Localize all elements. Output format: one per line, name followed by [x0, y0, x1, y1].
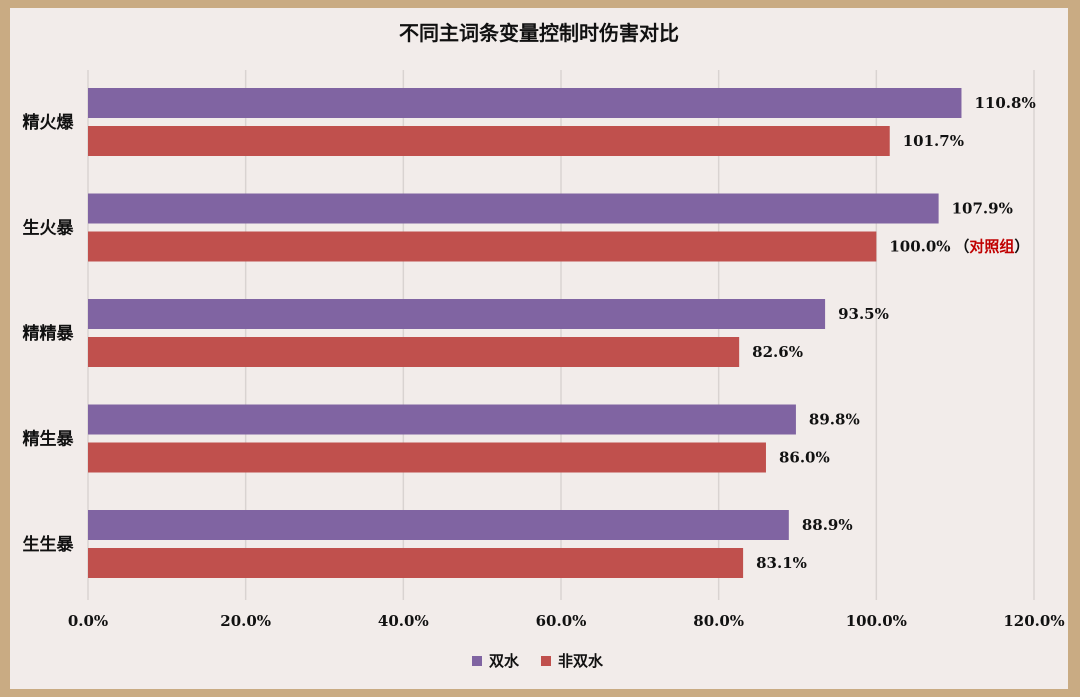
note-open-paren: （: [954, 238, 969, 256]
bar-shuangshui: [88, 404, 796, 435]
x-axis-tick-labels: 0.0% 20.0% 40.0% 60.0% 80.0% 100.0% 120.0%: [68, 612, 1065, 630]
category-label: 精精暴: [23, 323, 75, 344]
bar-shuangshui: [88, 88, 962, 118]
legend-swatch: [541, 656, 551, 666]
category-label: 精火爆: [23, 112, 75, 133]
bar-value-label: 83.1%: [756, 554, 807, 572]
legend: 双水 非双水: [472, 652, 604, 670]
bar-value-label: 101.7%: [903, 132, 964, 150]
bar-feishuangshui: [88, 337, 740, 367]
bar-shuangshui: [88, 299, 826, 329]
chart-frame: 不同主词条变量控制时伤害对比 110.8% 101.7% 107.9% 100.0% （…: [10, 8, 1068, 689]
chart-title: 不同主词条变量控制时伤害对比: [399, 21, 679, 45]
bar-value-label: 100.0%: [889, 238, 950, 256]
x-tick-label: 80.0%: [693, 612, 744, 630]
x-tick-label: 20.0%: [220, 612, 271, 630]
bar-value-label: 89.8%: [809, 411, 860, 429]
category-label: 生火暴: [23, 218, 75, 239]
x-tick-label: 0.0%: [68, 612, 108, 630]
legend-swatch: [472, 656, 482, 666]
category-label: 生生暴: [23, 534, 75, 555]
bar-feishuangshui: [88, 126, 890, 156]
bar-value-label: 86.0%: [779, 449, 830, 467]
control-group-note: （对照组）: [954, 238, 1029, 256]
category-label: 精生暴: [23, 429, 75, 450]
bar-feishuangshui: [88, 231, 877, 262]
bar-feishuangshui: [88, 442, 766, 473]
bar-chart: 不同主词条变量控制时伤害对比 110.8%101.7%107.9%100.0% （…: [23, 21, 1065, 670]
note-close-paren: ）: [1014, 238, 1029, 256]
bars: 110.8% 101.7% 107.9% 100.0% （对照组） 93.5% 82.6% 8…: [88, 88, 1036, 578]
bar-shuangshui: [88, 193, 939, 224]
bar-value-label: 88.9%: [802, 516, 853, 534]
legend-label: 非双水: [558, 652, 604, 670]
bar-feishuangshui: [88, 548, 744, 578]
x-tick-label: 60.0%: [536, 612, 587, 630]
note-text: 对照组: [969, 238, 1014, 256]
x-tick-label: 120.0%: [1003, 612, 1064, 630]
x-tick-label: 100.0%: [846, 612, 907, 630]
bar-value-label: 110.8%: [974, 94, 1035, 112]
x-tick-label: 40.0%: [378, 612, 429, 630]
bar-value-label: 82.6%: [752, 343, 803, 361]
bar-shuangshui: [88, 510, 789, 540]
legend-label: 双水: [489, 652, 520, 670]
bar-value-label: 107.9%: [952, 200, 1013, 218]
bar-value-label: 93.5%: [838, 305, 889, 323]
gridlines: [87, 70, 1035, 600]
